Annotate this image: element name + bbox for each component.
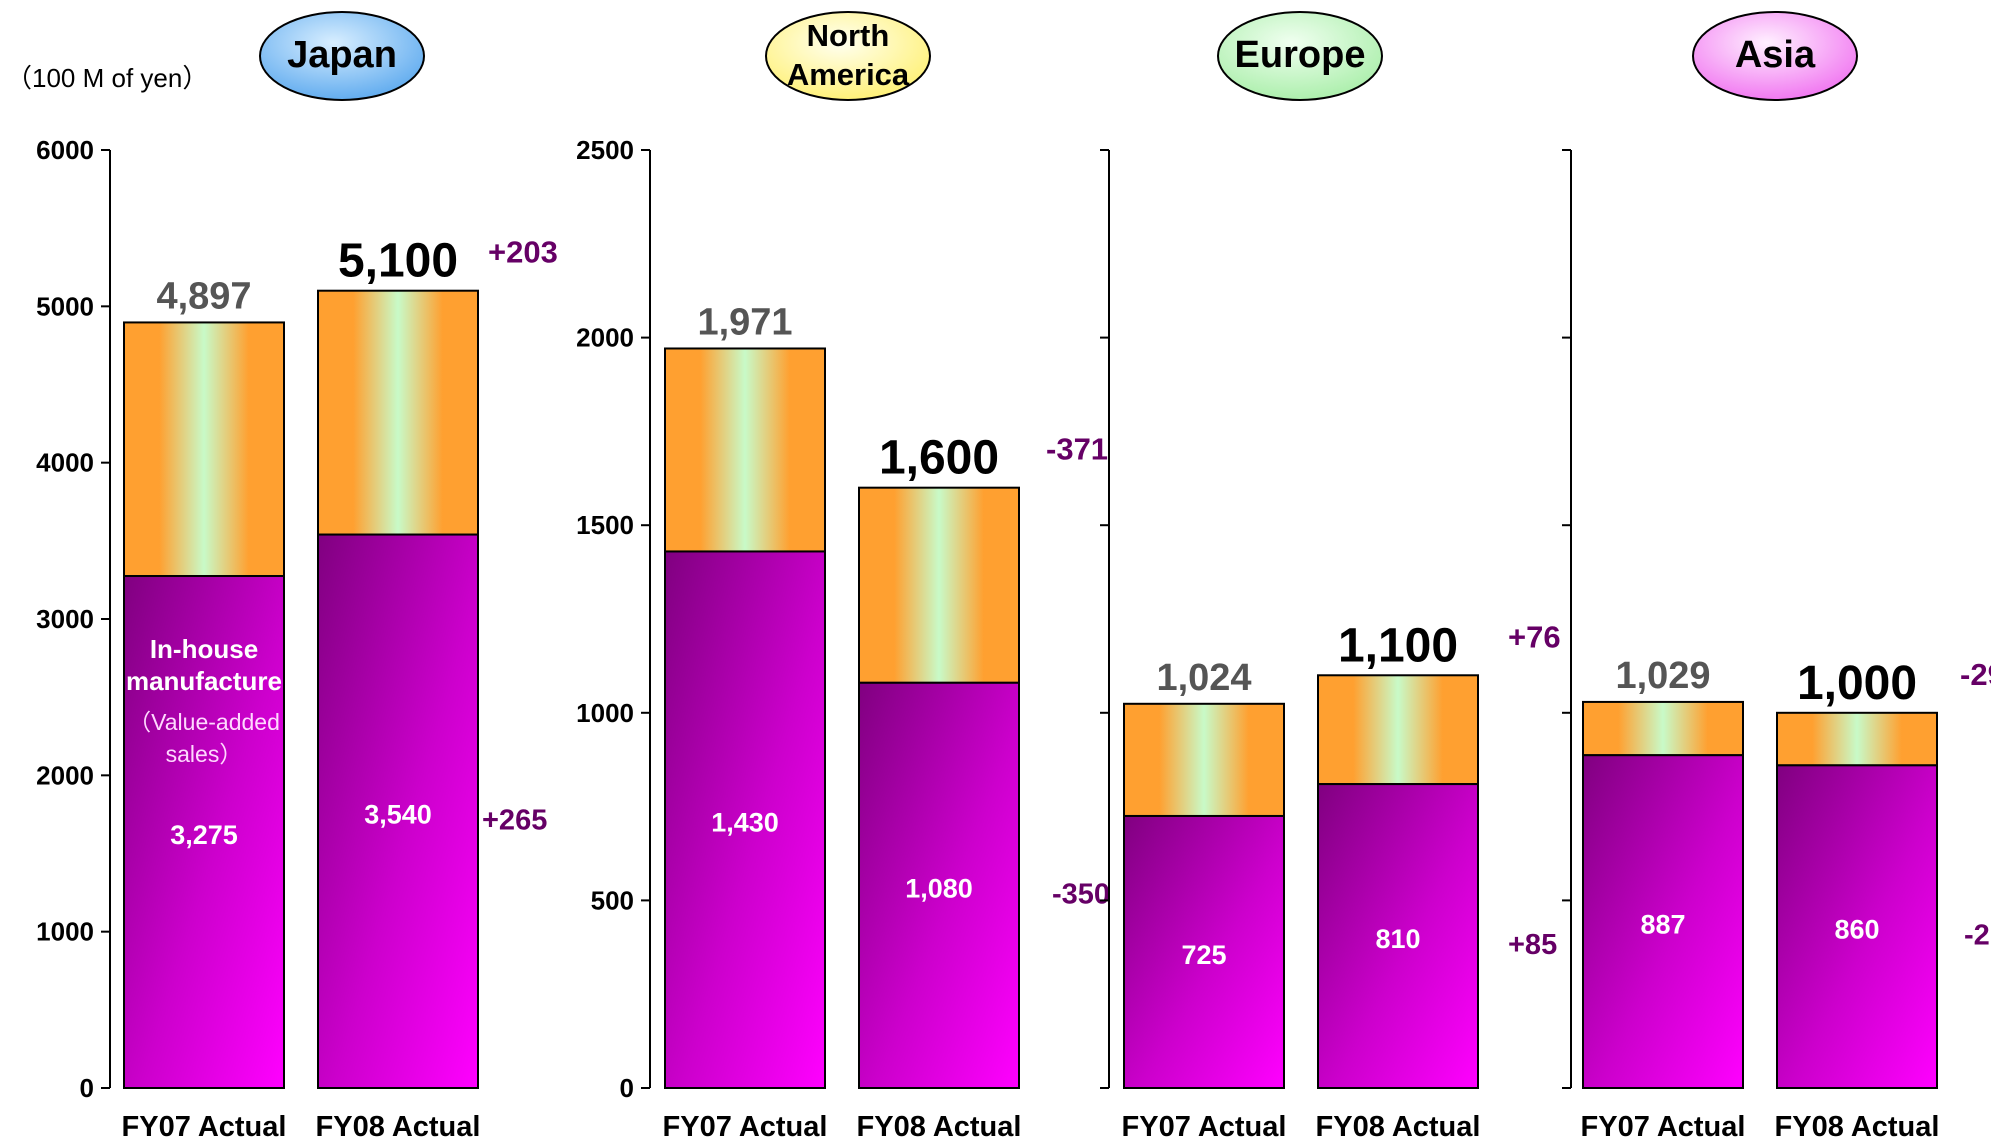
x-category-label: FY08 Actual bbox=[1775, 1111, 1940, 1142]
bar-inhouse-segment bbox=[1776, 764, 1938, 1089]
inhouse-annotation-line: manufacture bbox=[126, 666, 282, 696]
y-tick-label: 500 bbox=[591, 885, 634, 915]
inhouse-annotation-line: （Value-added bbox=[128, 709, 280, 735]
inhouse-annotation-line: sales） bbox=[166, 741, 243, 767]
bar-outsourced-segment bbox=[317, 289, 479, 536]
y-tick-label: 2000 bbox=[576, 323, 634, 353]
bar-inhouse-label: 3,275 bbox=[170, 820, 238, 850]
bar-outsourced-segment bbox=[1776, 711, 1938, 767]
x-category-label: FY07 Actual bbox=[122, 1111, 287, 1142]
y-tick-label: 0 bbox=[80, 1073, 94, 1103]
bar-total-label: 1,971 bbox=[697, 301, 792, 343]
y-tick-label: 1000 bbox=[576, 698, 634, 728]
bar-outsourced-segment bbox=[664, 347, 826, 553]
total-change-label: +203 bbox=[488, 235, 558, 270]
bar-inhouse-segment bbox=[123, 575, 285, 1090]
total-change-label: +76 bbox=[1508, 619, 1561, 654]
inhouse-change-label: +265 bbox=[482, 804, 547, 836]
region-title-badge bbox=[1692, 11, 1858, 101]
x-category-label: FY07 Actual bbox=[1581, 1111, 1746, 1142]
inhouse-annotation-line: In-house bbox=[150, 634, 258, 664]
x-category-label: FY07 Actual bbox=[1122, 1111, 1287, 1142]
region-title: Asia bbox=[1735, 34, 1816, 76]
bar-inhouse-label: 1,430 bbox=[711, 808, 779, 838]
total-change-label: -371 bbox=[1046, 432, 1108, 467]
bar-total-label: 1,100 bbox=[1338, 619, 1458, 672]
bar-outsourced-segment bbox=[858, 486, 1020, 684]
bar-outsourced-segment bbox=[123, 321, 285, 578]
bar-inhouse-segment bbox=[317, 533, 479, 1089]
y-tick-label: 2000 bbox=[36, 760, 94, 790]
unit-label: （100 M of yen） bbox=[6, 63, 209, 93]
bar-total-label: 1,000 bbox=[1797, 657, 1917, 710]
y-tick-label: 4000 bbox=[36, 448, 94, 478]
region-title-badge bbox=[1217, 11, 1383, 101]
bar-total-label: 1,029 bbox=[1615, 655, 1710, 697]
y-tick-label: 5000 bbox=[36, 291, 94, 321]
bar-inhouse-label: 860 bbox=[1834, 915, 1879, 945]
bar-inhouse-label: 1,080 bbox=[905, 873, 973, 903]
region-title-badge bbox=[765, 11, 931, 101]
bar-inhouse-segment bbox=[858, 681, 1020, 1089]
x-category-label: FY08 Actual bbox=[1316, 1111, 1481, 1142]
region-title-badge bbox=[259, 11, 425, 101]
region-title-line: North bbox=[807, 18, 890, 53]
bar-total-label: 1,600 bbox=[879, 432, 999, 485]
inhouse-change-label: -350 bbox=[1052, 878, 1110, 910]
bar-total-label: 4,897 bbox=[156, 275, 251, 317]
region-chart-europe: Europe 1,024 725 FY07 Actual 1,100 810 FY08 Ac… bbox=[1100, 11, 1561, 1143]
bar-inhouse-label: 810 bbox=[1375, 924, 1420, 954]
total-change-label: -29 bbox=[1960, 657, 1991, 692]
bar-inhouse-segment bbox=[664, 550, 826, 1089]
bar-total-label: 5,100 bbox=[338, 235, 458, 288]
bar-inhouse-label: 3,540 bbox=[364, 799, 432, 829]
y-tick-label: 3000 bbox=[36, 604, 94, 634]
inhouse-change-label: -27 bbox=[1964, 920, 1991, 952]
region-title-line: America bbox=[787, 57, 910, 92]
y-tick-label: 2500 bbox=[576, 135, 634, 165]
x-category-label: FY07 Actual bbox=[663, 1111, 828, 1142]
bar-outsourced-segment bbox=[1582, 700, 1744, 757]
y-tick-label: 1000 bbox=[36, 917, 94, 947]
bar-inhouse-label: 887 bbox=[1640, 910, 1685, 940]
inhouse-change-label: +85 bbox=[1508, 929, 1557, 961]
region-title: Japan bbox=[287, 34, 397, 76]
x-category-label: FY08 Actual bbox=[857, 1111, 1022, 1142]
bar-inhouse-segment bbox=[1123, 814, 1285, 1089]
region-chart-asia: Asia 1,029 887 FY07 Actual 1,000 860 FY08 Actu… bbox=[1562, 11, 1991, 1143]
bar-total-label: 1,024 bbox=[1156, 657, 1251, 699]
y-tick-label: 0 bbox=[620, 1073, 634, 1103]
x-category-label: FY08 Actual bbox=[316, 1111, 481, 1142]
bar-inhouse-label: 725 bbox=[1181, 940, 1226, 970]
bar-outsourced-segment bbox=[1317, 674, 1479, 786]
region-chart-north-america: North America 0 500 1000 1500 2000 2500 1,971 1,4… bbox=[576, 11, 1110, 1143]
bar-inhouse-segment bbox=[1582, 754, 1744, 1089]
bar-inhouse-segment bbox=[1317, 783, 1479, 1089]
region-title: Europe bbox=[1235, 34, 1366, 76]
region-chart-japan: Japan 0 1000 2000 3000 4000 5000 6000 4,897 3,275… bbox=[36, 11, 558, 1143]
y-tick-label: 1500 bbox=[576, 510, 634, 540]
y-tick-label: 6000 bbox=[36, 135, 94, 165]
bar-outsourced-segment bbox=[1123, 702, 1285, 817]
